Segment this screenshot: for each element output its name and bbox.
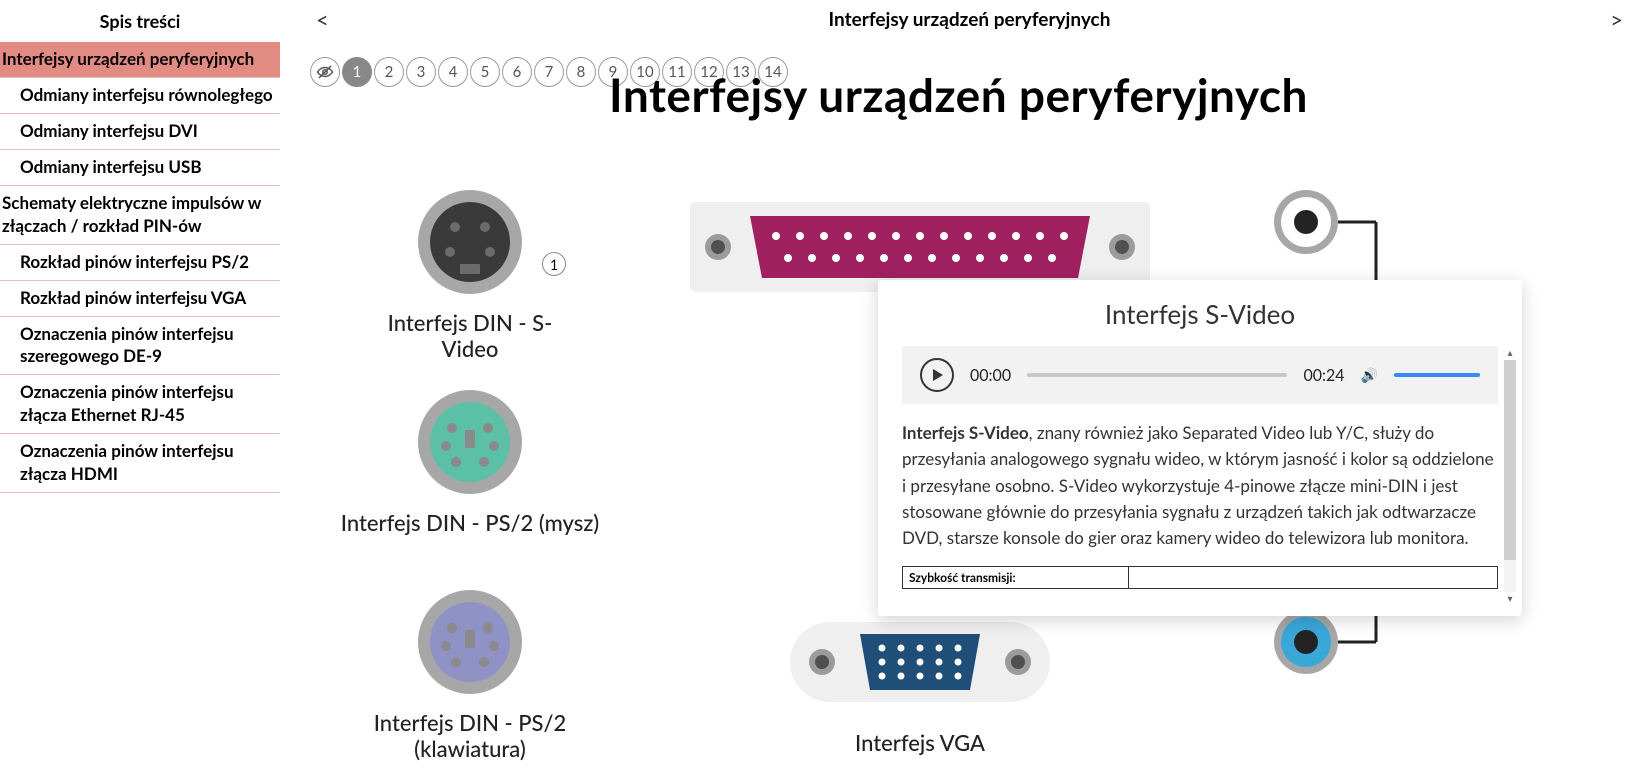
popup-text-bold: Interfejs S-Video xyxy=(902,422,1029,443)
connector-vga: Interfejs VGA xyxy=(780,612,1060,756)
popup-title: Interfejs S-Video xyxy=(878,280,1522,346)
toc-item-5[interactable]: Rozkład pinów interfejsu PS/2 xyxy=(0,245,280,281)
marker-bubble-3[interactable]: 3 xyxy=(406,57,436,87)
spec-row-label: Szybkość transmisji: xyxy=(903,566,1129,588)
toc-item-7[interactable]: Oznaczenia pinów interfejsu szeregowego … xyxy=(0,317,280,376)
prev-button[interactable]: < xyxy=(310,6,335,33)
toc-item-3[interactable]: Odmiany interfejsu USB xyxy=(0,150,280,186)
diagram-area: Interfejs DIN - S-Video 1 Interfejs DIN … xyxy=(280,122,1637,762)
toc-item-0[interactable]: Interfejsy urządzeń peryferyjnych xyxy=(0,42,280,78)
next-button[interactable]: > xyxy=(1604,6,1629,33)
marker-bubble-6[interactable]: 6 xyxy=(502,57,532,87)
marker-bubble-4[interactable]: 4 xyxy=(438,57,468,87)
popup-body: 00:00 00:24 🔊 Interfejs S-Video, znany r… xyxy=(878,346,1522,606)
connector-parallel xyxy=(680,202,1160,292)
marker-bubble-8[interactable]: 8 xyxy=(566,57,596,87)
play-button[interactable] xyxy=(920,358,954,392)
info-popup: Interfejs S-Video 00:00 00:24 🔊 Interfe xyxy=(878,280,1522,616)
toc-item-8[interactable]: Oznaczenia pinów interfejsu złącza Ether… xyxy=(0,375,280,434)
toc-list: Interfejsy urządzeń peryferyjnychOdmiany… xyxy=(0,42,280,493)
sidebar: Spis treści Interfejsy urządzeń peryfery… xyxy=(0,0,280,770)
toc-item-1[interactable]: Odmiany interfejsu równoległego xyxy=(0,78,280,114)
connector-ps2-keyboard: Interfejs DIN - PS/2 (klawiatura) xyxy=(340,582,600,763)
connector-label-ps2-mouse: Interfejs DIN - PS/2 (mysz) xyxy=(340,510,600,536)
toc-item-6[interactable]: Rozkład pinów interfejsu VGA xyxy=(0,281,280,317)
connector-label-ps2-keyboard: Interfejs DIN - PS/2 (klawiatura) xyxy=(340,710,600,763)
popup-text: Interfejs S-Video, znany również jako Se… xyxy=(902,420,1498,552)
marker-bubble-7[interactable]: 7 xyxy=(534,57,564,87)
main: < Interfejsy urządzeń peryferyjnych > 12… xyxy=(280,0,1637,770)
scroll-down-icon[interactable]: ▾ xyxy=(1502,592,1518,606)
toc-item-2[interactable]: Odmiany interfejsu DVI xyxy=(0,114,280,150)
toc-title: Spis treści xyxy=(0,4,280,42)
diagram-marker-1[interactable]: 1 xyxy=(542,252,566,276)
audio-player: 00:00 00:24 🔊 xyxy=(902,346,1498,404)
marker-bubble-2[interactable]: 2 xyxy=(374,57,404,87)
audio-total-time: 00:24 xyxy=(1303,366,1344,385)
topbar: < Interfejsy urządzeń peryferyjnych > xyxy=(280,0,1637,39)
connector-label-vga: Interfejs VGA xyxy=(780,730,1060,756)
volume-bar[interactable] xyxy=(1394,373,1480,377)
toc-item-4[interactable]: Schematy elektryczne impulsów w złączach… xyxy=(0,186,280,245)
top-title: Interfejsy urządzeń peryferyjnych xyxy=(829,8,1111,31)
audio-current-time: 00:00 xyxy=(970,366,1011,385)
marker-bubble-1[interactable]: 1 xyxy=(342,57,372,87)
popup-scrollbar[interactable]: ▴ ▾ xyxy=(1502,346,1518,606)
marker-bubble-5[interactable]: 5 xyxy=(470,57,500,87)
spec-table: Szybkość transmisji: xyxy=(902,566,1498,589)
connector-ps2-mouse: Interfejs DIN - PS/2 (mysz) xyxy=(340,382,600,536)
toc-item-9[interactable]: Oznaczenia pinów interfejsu złącza HDMI xyxy=(0,434,280,493)
scroll-up-icon[interactable]: ▴ xyxy=(1502,346,1518,360)
visibility-toggle-icon[interactable] xyxy=(310,57,340,87)
volume-icon[interactable]: 🔊 xyxy=(1361,366,1378,384)
connector-label-svideo: Interfejs DIN - S-Video xyxy=(360,310,580,363)
scroll-thumb[interactable] xyxy=(1504,360,1516,560)
audio-progress[interactable] xyxy=(1027,373,1287,377)
